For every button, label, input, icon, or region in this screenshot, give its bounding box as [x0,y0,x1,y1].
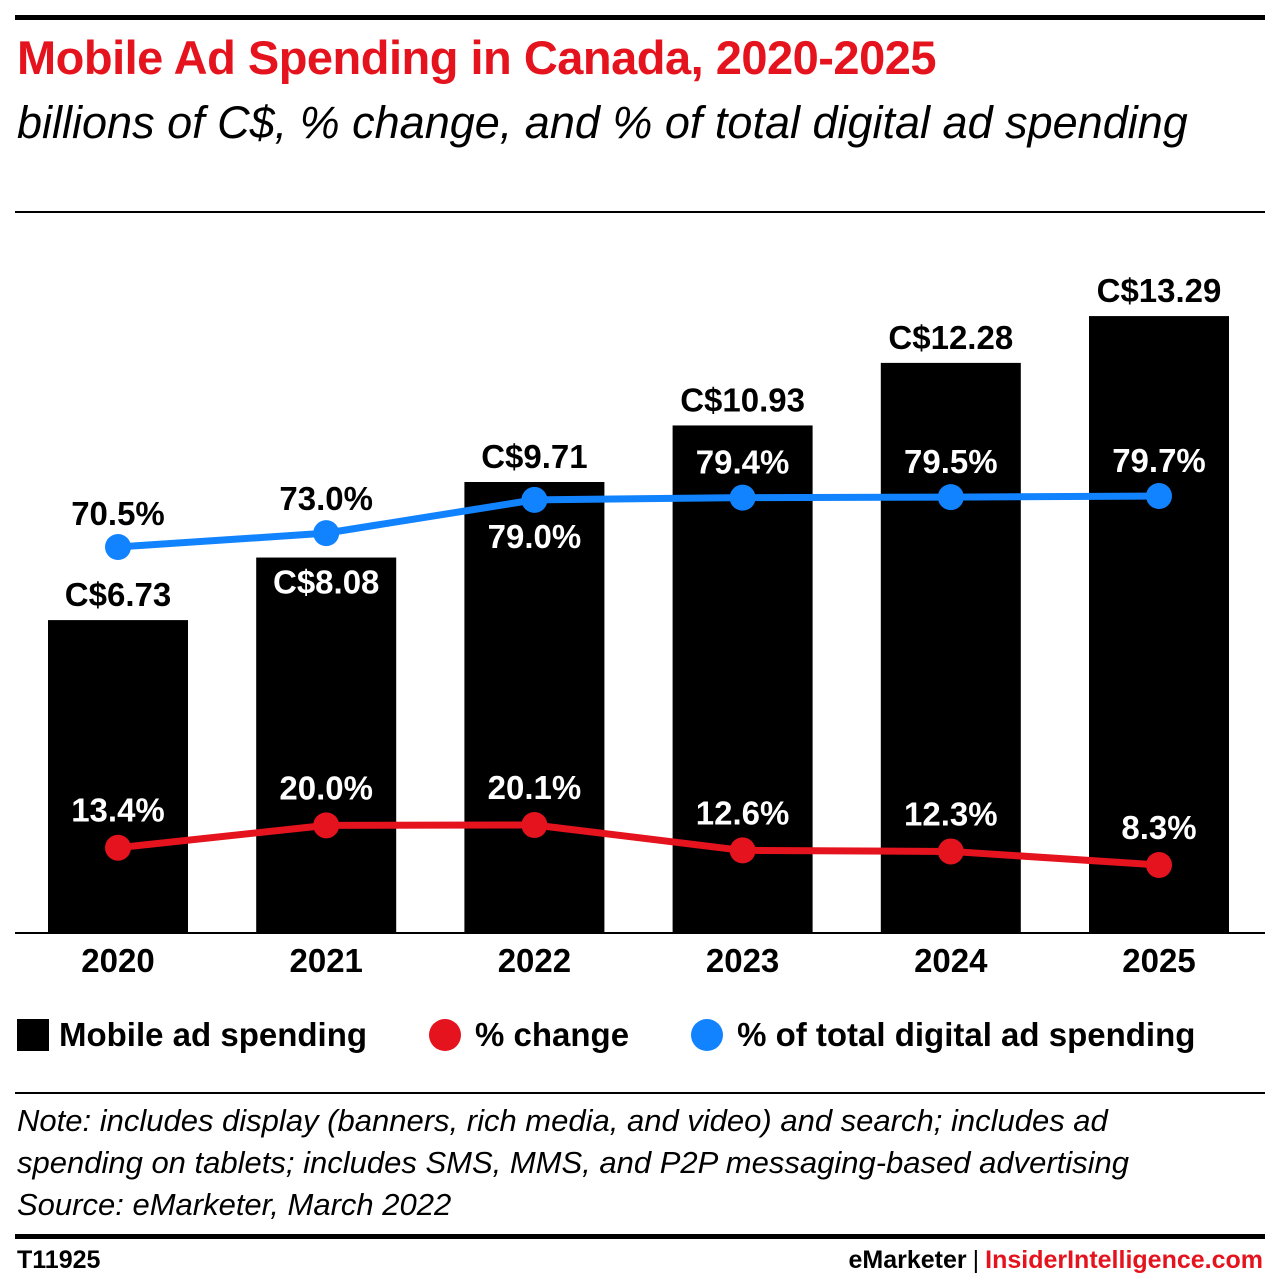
legend-swatch-blue-dot [691,1019,724,1051]
x-tick-label-2021: 2021 [289,942,362,979]
legend-label: % change [475,1016,630,1053]
pct-change-label-2022: 20.1% [488,769,582,806]
bar-value-label-2021: C$8.08 [273,564,379,601]
pct-total-point-2024 [937,484,964,511]
brand-insider-intelligence: InsiderIntelligence.com [985,1246,1263,1274]
pct-total-point-2020 [105,534,131,560]
bottom-rule [15,1234,1265,1239]
pct-change-label-2023: 12.6% [696,794,790,831]
pct-change-point-2021 [313,812,340,839]
chart-id: T11925 [17,1246,101,1274]
brand-separator: | [972,1246,980,1274]
pct-total-point-2025 [1146,483,1172,509]
pct-total-label-2021: 73.0% [279,480,373,517]
bar-2024 [880,362,1021,932]
legend-item-mobile-ad-spending: Mobile ad spending [17,1016,367,1054]
x-tick-label-2025: 2025 [1122,942,1195,979]
bar-value-label-2022: C$9.71 [481,438,587,475]
pct-total-label-2025: 79.7% [1112,442,1206,479]
note: Note: includes display (banners, rich me… [17,1100,1267,1226]
legend-swatch-red-dot [429,1019,462,1051]
legend-swatch-bar [17,1019,49,1051]
bar-2022 [464,481,605,932]
legend-item-pct-total: % of total digital ad spending [691,1016,1195,1054]
pct-change-label-2021: 20.0% [279,769,373,806]
pct-change-point-2020 [105,834,131,861]
pct-total-point-2023 [729,484,756,511]
legend-rule [15,1092,1265,1094]
pct-change-point-2025 [1146,852,1172,878]
brand-emarketer: eMarketer [848,1246,967,1274]
pct-total-point-2021 [313,520,340,547]
pct-total-point-2022 [521,486,548,513]
pct-change-point-2022 [521,812,548,838]
pct-change-line [114,821,1163,869]
x-tick-label-2022: 2022 [498,942,571,979]
pct-change-point-2023 [729,837,756,864]
top-rule [15,15,1265,20]
bar-value-label-2023: C$10.93 [680,381,805,418]
x-tick-label-2020: 2020 [81,942,154,979]
chart-subtitle: billions of C$, % change, and % of total… [17,97,1188,148]
legend: Mobile ad spending % change % of total d… [17,1012,1257,1058]
bar-2025 [1089,316,1229,932]
bar-value-label-2025: C$13.29 [1097,272,1222,309]
pct-change-label-2020: 13.4% [71,792,165,829]
x-tick-label-2023: 2023 [706,942,779,979]
footer-brand: eMarketer | InsiderIntelligence.com [849,1246,1264,1275]
pct-change-label-2025: 8.3% [1121,809,1196,846]
pct-change-point-2024 [937,838,964,865]
bar-2020 [48,620,188,932]
bar-2021 [256,557,397,932]
pct-total-label-2022: 79.0% [488,518,582,555]
bar-value-label-2024: C$12.28 [888,319,1013,356]
legend-item-pct-change: % change [429,1016,629,1054]
note-line: Note: includes display (banners, rich me… [17,1103,1108,1138]
source-line: Source: eMarketer, March 2022 [17,1187,452,1222]
note-line: spending on tablets; includes SMS, MMS, … [17,1145,1130,1180]
bar-value-label-2020: C$6.73 [65,576,171,613]
pct-total-label-2020: 70.5% [71,495,165,532]
x-tick-label-2024: 2024 [914,942,988,979]
legend-label: % of total digital ad spending [737,1016,1196,1053]
chart-title: Mobile Ad Spending in Canada, 2020-2025 [17,31,937,84]
pct-total-label-2023: 79.4% [696,444,790,481]
pct-total-line [114,492,1163,551]
pct-change-label-2024: 12.3% [904,795,998,832]
chart: 2020 2021 2022 2023 2024 2025 C$6.73 C$8.08 C$9.… [15,272,1265,979]
pct-total-label-2024: 79.5% [904,443,998,480]
header-rule [15,211,1265,213]
legend-label: Mobile ad spending [59,1016,368,1053]
